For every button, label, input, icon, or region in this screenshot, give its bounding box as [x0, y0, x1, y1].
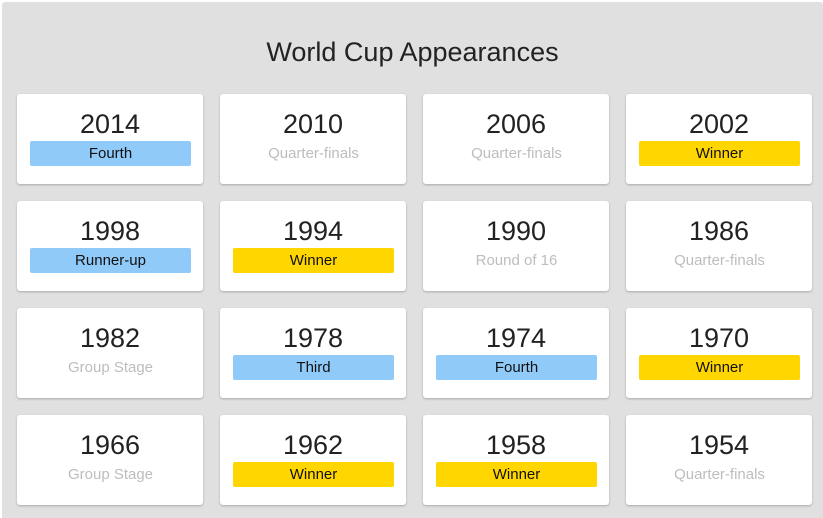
appearance-year: 2006: [485, 109, 547, 139]
appearance-year: 2010: [282, 109, 344, 139]
appearance-result: Group Stage: [67, 359, 154, 376]
appearance-card-1998: 1998 Runner-up: [17, 201, 203, 291]
appearance-year: 1998: [79, 216, 141, 246]
appearance-year: 1978: [282, 323, 344, 353]
appearance-card-1994: 1994 Winner: [220, 201, 406, 291]
appearance-card-2002: 2002 Winner: [626, 94, 812, 184]
appearance-card-1962: 1962 Winner: [220, 415, 406, 505]
appearance-result-badge: Winner: [233, 248, 394, 273]
appearance-result-badge: Runner-up: [30, 248, 191, 273]
appearance-year: 1990: [485, 216, 547, 246]
appearance-card-1970: 1970 Winner: [626, 308, 812, 398]
appearance-card-1982: 1982 Group Stage: [17, 308, 203, 398]
appearance-card-1990: 1990 Round of 16: [423, 201, 609, 291]
appearance-result-badge: Winner: [436, 462, 597, 487]
appearance-result-badge: Winner: [233, 462, 394, 487]
appearance-card-1986: 1986 Quarter-finals: [626, 201, 812, 291]
appearance-result-badge: Fourth: [30, 141, 191, 166]
appearance-card-1958: 1958 Winner: [423, 415, 609, 505]
appearance-result-badge: Third: [233, 355, 394, 380]
appearance-card-1954: 1954 Quarter-finals: [626, 415, 812, 505]
appearance-year: 1958: [485, 430, 547, 460]
page-title: World Cup Appearances: [266, 37, 559, 67]
appearance-result: Quarter-finals: [268, 145, 359, 162]
appearance-result-badge: Fourth: [436, 355, 597, 380]
appearance-card-1978: 1978 Third: [220, 308, 406, 398]
appearance-card-1974: 1974 Fourth: [423, 308, 609, 398]
appearance-year: 1970: [688, 323, 750, 353]
appearance-year: 2014: [79, 109, 141, 139]
appearance-result: Quarter-finals: [471, 145, 562, 162]
appearance-result: Quarter-finals: [674, 466, 765, 483]
appearance-year: 2002: [688, 109, 750, 139]
appearance-year: 1986: [688, 216, 750, 246]
appearance-card-2010: 2010 Quarter-finals: [220, 94, 406, 184]
appearance-year: 1962: [282, 430, 344, 460]
appearance-year: 1966: [79, 430, 141, 460]
appearance-result: Group Stage: [67, 466, 154, 483]
appearance-year: 1954: [688, 430, 750, 460]
appearance-result-badge: Winner: [639, 141, 800, 166]
appearance-card-2014: 2014 Fourth: [17, 94, 203, 184]
appearance-card-1966: 1966 Group Stage: [17, 415, 203, 505]
appearance-card-2006: 2006 Quarter-finals: [423, 94, 609, 184]
appearance-result: Round of 16: [475, 252, 558, 269]
appearance-year: 1974: [485, 323, 547, 353]
appearance-year: 1994: [282, 216, 344, 246]
appearance-result: Quarter-finals: [674, 252, 765, 269]
appearance-year: 1982: [79, 323, 141, 353]
appearance-result-badge: Winner: [639, 355, 800, 380]
appearances-grid: 2014 Fourth 2010 Quarter-finals 2006 Quarter-…: [17, 94, 812, 505]
